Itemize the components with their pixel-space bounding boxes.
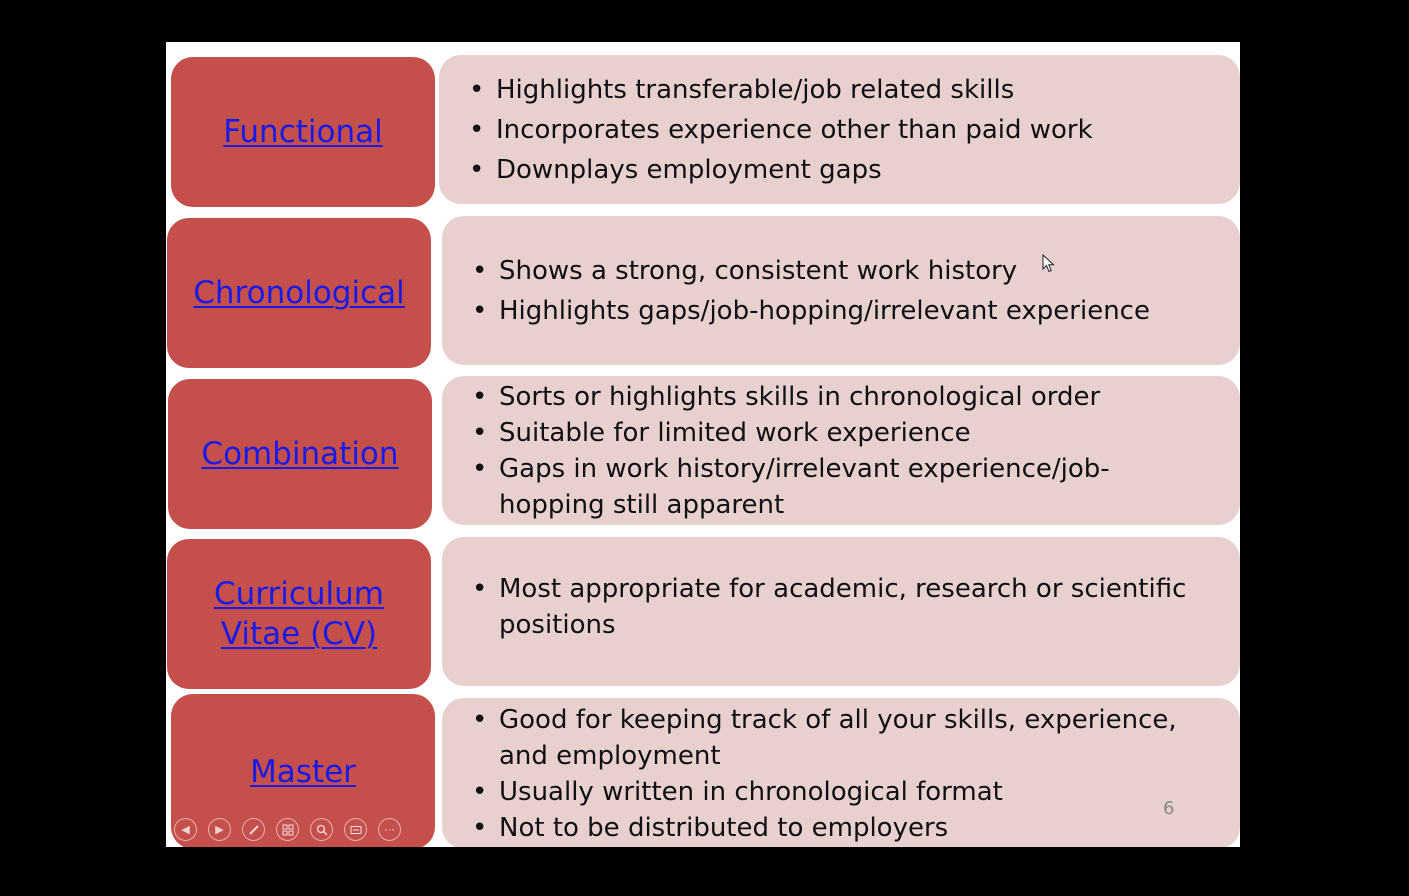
content-box-combination: Sorts or highlights skills in chronologi… — [442, 376, 1240, 525]
bullet-list-functional: Highlights transferable/job related skil… — [469, 72, 1220, 188]
bullet-item: Downplays employment gaps — [469, 152, 1220, 188]
bullet-item: Shows a strong, consistent work history — [472, 253, 1220, 289]
next-icon[interactable]: ▶ — [208, 818, 231, 841]
pen-icon[interactable] — [242, 818, 265, 841]
chronological-link[interactable]: Chronological — [193, 275, 405, 311]
mouse-pointer-icon — [1042, 254, 1055, 273]
bullet-item: Incorporates experience other than paid … — [469, 112, 1220, 148]
zoom-icon[interactable] — [310, 818, 333, 841]
cv-link[interactable]: Curriculum Vitae (CV) — [213, 576, 384, 652]
bullet-list-cv: Most appropriate for academic, research … — [472, 571, 1220, 643]
bullet-list-master: Good for keeping track of all your skill… — [472, 702, 1220, 846]
master-link[interactable]: Master — [250, 753, 356, 790]
slide-number: 6 — [1163, 798, 1175, 819]
bullet-item: Highlights transferable/job related skil… — [469, 72, 1220, 108]
bullet-item: Not to be distributed to employers — [472, 810, 1220, 846]
presenter-toolbar: ◀ ▶ ⋯ — [174, 818, 401, 841]
bullet-list-chronological: Shows a strong, consistent work history … — [472, 253, 1220, 329]
content-box-master: Good for keeping track of all your skill… — [442, 698, 1240, 847]
bullet-item: Sorts or highlights skills in chronologi… — [472, 379, 1220, 415]
slide: Functional Highlights transferable/job r… — [166, 42, 1240, 847]
content-box-functional: Highlights transferable/job related skil… — [439, 55, 1240, 204]
label-box-cv: Curriculum Vitae (CV) — [167, 539, 431, 689]
bullet-list-combination: Sorts or highlights skills in chronologi… — [472, 379, 1220, 523]
label-box-combination: Combination — [168, 379, 432, 529]
more-options-icon[interactable]: ⋯ — [378, 818, 401, 841]
previous-icon[interactable]: ◀ — [174, 818, 197, 841]
label-box-chronological: Chronological — [167, 218, 431, 368]
bullet-item: Suitable for limited work experience — [472, 415, 1220, 451]
bullet-item: Good for keeping track of all your skill… — [472, 702, 1219, 774]
slides-grid-icon[interactable] — [276, 818, 299, 841]
bullet-item: Highlights gaps/job-hopping/irrelevant e… — [472, 293, 1220, 329]
content-box-cv: Most appropriate for academic, research … — [442, 537, 1240, 686]
subtitles-icon[interactable] — [344, 818, 367, 841]
functional-link[interactable]: Functional — [223, 114, 383, 150]
combination-link[interactable]: Combination — [201, 436, 399, 472]
bullet-item: Usually written in chronological format — [472, 774, 1220, 810]
bullet-item: Gaps in work history/irrelevant experien… — [472, 451, 1139, 523]
label-box-functional: Functional — [171, 57, 435, 207]
content-box-chronological: Shows a strong, consistent work history … — [442, 216, 1240, 365]
bullet-item: Most appropriate for academic, research … — [472, 571, 1220, 643]
